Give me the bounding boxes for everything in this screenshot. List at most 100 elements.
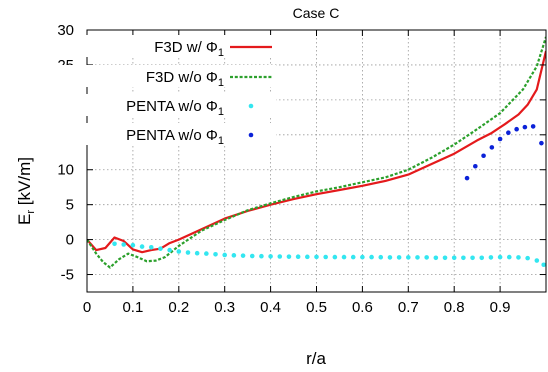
data-point: [451, 255, 457, 261]
data-point: [286, 254, 292, 259]
data-point: [305, 254, 310, 260]
data-point: [488, 255, 494, 260]
x-tick-label: 0.5: [306, 299, 327, 316]
y-tick-label: -5: [61, 267, 74, 284]
y-axis-label-subscript: r: [25, 210, 37, 214]
legend-label-subscript: 1: [218, 77, 224, 89]
y-axis-label-units: [kV/m]: [15, 157, 34, 210]
data-point: [231, 253, 237, 258]
chart-title: Case C: [293, 5, 340, 21]
data-point: [464, 175, 470, 181]
data-point: [249, 253, 255, 259]
legend-label: F3D w/o Φ1: [146, 69, 224, 89]
data-point: [369, 254, 374, 260]
legend-label-subscript: 1: [218, 106, 224, 118]
data-point: [506, 130, 511, 136]
data-point: [522, 124, 528, 130]
data-point: [341, 254, 347, 260]
series-line: [87, 50, 546, 254]
data-point: [442, 255, 448, 261]
data-point: [525, 255, 530, 261]
data-point: [473, 163, 478, 169]
legend-entry-background: [20, 35, 276, 57]
plot-area: [87, 36, 546, 269]
data-point: [497, 136, 503, 142]
data-point: [534, 258, 540, 263]
legend-label: F3D w/ Φ1: [154, 39, 224, 59]
legend-entry-background: [20, 94, 276, 116]
series-2: [87, 36, 546, 269]
y-axis-label: Er [kV/m]: [15, 157, 37, 225]
data-point: [433, 255, 439, 261]
data-point: [506, 254, 512, 260]
legend-label-base: F3D w/o Φ: [146, 69, 218, 86]
legend-label: PENTA w/o Φ1: [126, 127, 224, 147]
legend-entry: F3D w/ Φ1: [20, 35, 276, 59]
data-point: [277, 254, 283, 259]
data-point: [139, 244, 145, 249]
data-point: [268, 254, 273, 259]
legend-label-base: PENTA w/o Φ: [126, 98, 218, 115]
data-point: [176, 249, 182, 254]
data-point: [332, 254, 338, 260]
data-point: [497, 254, 503, 260]
data-point: [295, 254, 301, 260]
data-point: [541, 262, 546, 268]
series-1: [87, 50, 546, 254]
legend-entry: PENTA w/o Φ1: [20, 94, 276, 118]
legend-label-base: PENTA w/o Φ: [126, 127, 218, 144]
data-point: [424, 255, 429, 260]
data-point: [360, 254, 365, 260]
x-tick-label: 0.6: [352, 299, 373, 316]
data-point: [489, 145, 495, 150]
x-tick-label: 0.7: [398, 299, 419, 316]
data-point: [539, 140, 544, 146]
data-point: [530, 124, 536, 129]
data-point: [314, 254, 319, 260]
data-point: [121, 242, 127, 247]
legend-label-subscript: 1: [218, 135, 224, 147]
grid: [87, 30, 546, 292]
legend-marker: [248, 103, 254, 109]
data-point: [213, 251, 218, 257]
data-point: [406, 255, 411, 260]
data-point: [148, 244, 154, 250]
series-4: [464, 124, 544, 181]
data-point: [514, 126, 519, 132]
data-point: [185, 250, 191, 255]
legend-label-base: F3D w/ Φ: [154, 39, 218, 56]
data-point: [461, 255, 466, 261]
data-point: [240, 253, 246, 258]
x-tick-label: 0.8: [444, 299, 465, 316]
legend-entry: PENTA w/o Φ1: [20, 123, 276, 147]
y-tick-label: 0: [66, 232, 74, 249]
x-tick-label: 0.9: [490, 299, 511, 316]
legend-entry: F3D w/o Φ1: [20, 65, 276, 89]
legend-entry-background: [20, 65, 276, 87]
axes-ticks: 00.10.20.30.40.50.60.70.80.9-50510152025…: [57, 22, 546, 316]
data-point: [259, 253, 264, 259]
x-tick-label: 0.4: [260, 299, 281, 316]
data-point: [323, 254, 328, 260]
data-point: [387, 255, 393, 260]
data-point: [396, 255, 402, 260]
y-tick-label: 30: [57, 22, 74, 39]
data-point: [204, 251, 209, 256]
x-axis-label: r/a: [306, 349, 326, 368]
data-point: [167, 247, 172, 253]
data-point: [130, 242, 136, 248]
x-tick-label: 0.2: [168, 299, 189, 316]
legend-entry-background: [20, 123, 276, 145]
series-3: [112, 241, 546, 268]
y-tick-label: 10: [57, 162, 74, 179]
legend-label-subscript: 1: [218, 47, 224, 59]
x-tick-label: 0.1: [122, 299, 143, 316]
data-point: [378, 254, 384, 260]
data-point: [350, 254, 356, 260]
x-tick-label: 0.3: [214, 299, 235, 316]
data-point: [158, 246, 163, 251]
x-tick-label: 0: [83, 299, 91, 316]
data-point: [479, 255, 485, 261]
y-tick-label: 5: [66, 197, 74, 214]
